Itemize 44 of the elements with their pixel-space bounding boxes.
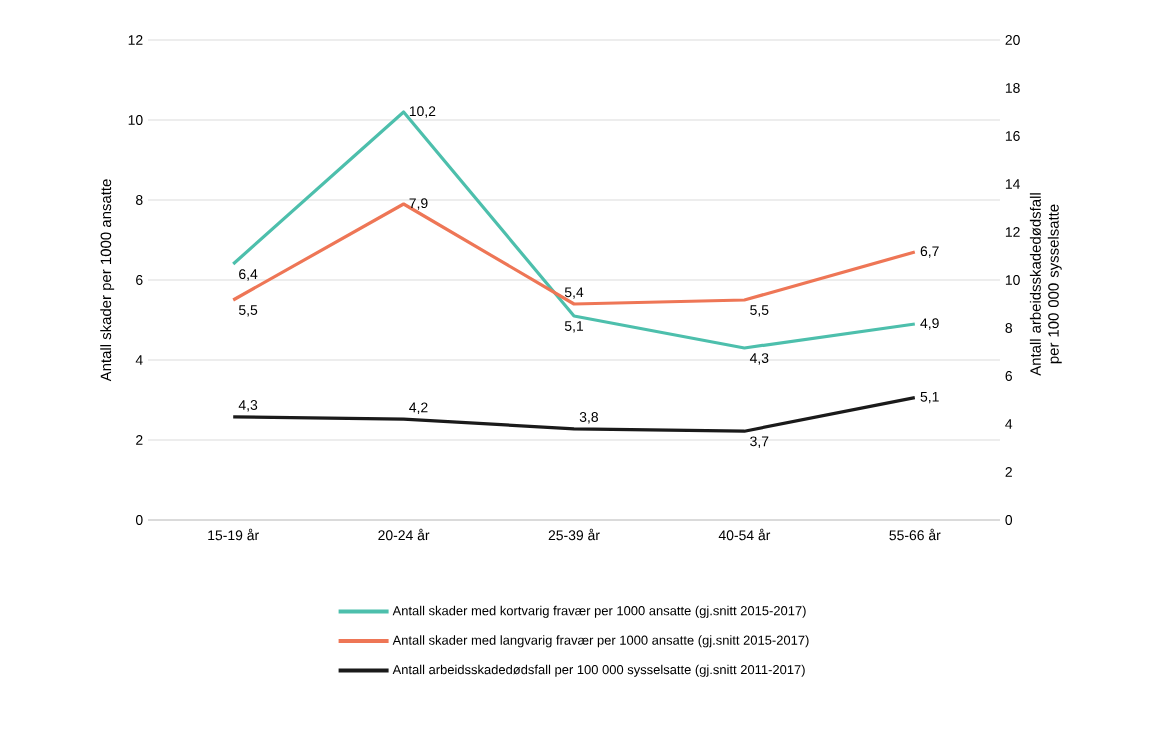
x-tick-label: 15-19 år	[208, 528, 259, 541]
y2-tick-label: 6	[1005, 371, 1012, 381]
data-label: 4,2	[409, 402, 428, 414]
x-tick-label: 55-66 år	[889, 528, 941, 541]
y-tick-label: 12	[128, 35, 143, 45]
legend-label: Antall skader med langvarig fravær per 1000 ansatte (gj.snitt 2015-2017)	[392, 635, 809, 648]
data-label: 3,8	[579, 412, 598, 424]
data-label: 5,4	[564, 287, 584, 299]
y-tick-label: 4	[135, 355, 143, 365]
y2-tick-label: 16	[1005, 131, 1020, 141]
y2-axis-title: Antall arbeidsskadedødsfall per 100 000 sysselsatte	[1029, 193, 1062, 376]
y-tick-label: 2	[136, 435, 143, 445]
y2-tick-label: 12	[1005, 227, 1020, 237]
data-label: 5,5	[238, 305, 258, 317]
y-axis-title: Antall skader per 1000 ansatte	[100, 179, 115, 382]
legend-label: Antall skader med kortvarig fravær per 1000 ansatte (gj.snitt 2015-2017)	[392, 605, 806, 618]
y2-tick-label: 8	[1005, 323, 1013, 333]
line-series	[231, 396, 917, 433]
data-label: 7,9	[409, 198, 428, 210]
data-label: 4,9	[920, 318, 939, 330]
y-tick-label: 0	[135, 515, 143, 525]
data-label: 5,1	[564, 321, 584, 333]
data-label: 4,3	[749, 353, 769, 365]
y2-tick-label: 0	[1005, 515, 1013, 525]
y2-tick-label: 20	[1005, 35, 1020, 45]
x-tick-label: 20-24 år	[378, 528, 430, 541]
y2-tick-label: 2	[1005, 467, 1012, 477]
y2-tick-label: 14	[1005, 179, 1020, 189]
data-label: 6,7	[920, 246, 939, 258]
y2-tick-label: 10	[1005, 275, 1020, 285]
data-label: 5,1	[920, 391, 939, 404]
data-label: 5,5	[750, 305, 769, 317]
data-label: 10,2	[409, 106, 436, 118]
legend-label: Antall arbeidsskadedødsfall per 100 000 sysselsatte (gj.snitt 2011-2017)	[392, 664, 805, 677]
data-label: 4,3	[238, 400, 258, 412]
x-tick-label: 40-54 år	[718, 528, 771, 541]
data-label: 6,4	[239, 269, 258, 281]
y-tick-label: 8	[136, 195, 143, 205]
y2-tick-label: 4	[1005, 419, 1013, 429]
x-tick-label: 25-39 år	[548, 528, 600, 541]
y2-tick-label: 18	[1005, 83, 1020, 93]
y-tick-label: 10	[128, 115, 143, 125]
y-tick-label: 6	[136, 275, 143, 285]
data-label: 3,7	[750, 436, 769, 448]
